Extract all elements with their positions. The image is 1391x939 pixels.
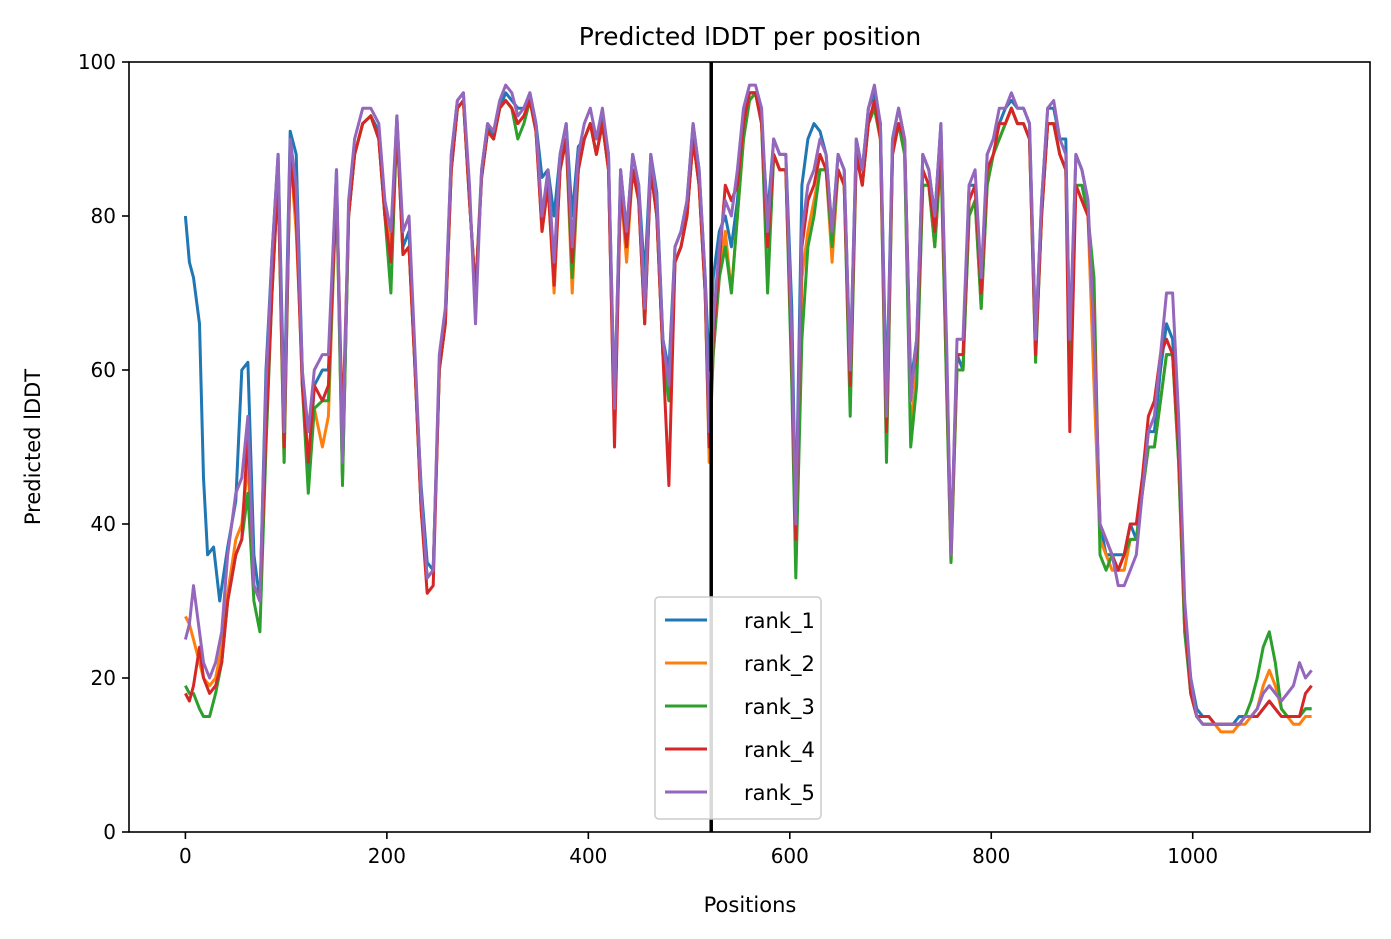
legend: rank_1 rank_2 rank_3 rank_4 rank_5	[654, 596, 822, 820]
y-tick-label: 40	[91, 512, 116, 536]
legend-frame	[654, 596, 822, 820]
y-axis-label: Predicted lDDT	[21, 369, 45, 525]
x-axis-label: Positions	[704, 893, 797, 917]
series-layer	[183, 83, 1313, 734]
x-axis-ticks: 0 200 400 600 800 1000	[179, 832, 1218, 868]
x-tick-label: 400	[569, 844, 607, 868]
legend-label: rank_2	[744, 652, 815, 677]
x-tick-label: 0	[179, 844, 192, 868]
y-tick-label: 100	[78, 50, 116, 74]
axes-frame	[128, 61, 1371, 833]
x-tick-label: 600	[771, 844, 809, 868]
y-axis-ticks: 0 20 40 60 80 100	[78, 50, 129, 844]
chart-title: Predicted lDDT per position	[579, 22, 921, 51]
legend-label: rank_4	[744, 738, 815, 763]
x-tick-label: 1000	[1167, 844, 1218, 868]
y-tick-label: 20	[91, 666, 116, 690]
legend-label: rank_1	[744, 609, 815, 634]
y-tick-label: 80	[91, 204, 116, 228]
y-tick-label: 0	[103, 820, 116, 844]
plot-area	[128, 61, 1371, 833]
x-tick-label: 200	[368, 844, 406, 868]
x-tick-label: 800	[972, 844, 1010, 868]
series-line-rank-5	[183, 83, 1313, 726]
y-tick-label: 60	[91, 358, 116, 382]
legend-label: rank_3	[744, 695, 815, 720]
legend-label: rank_5	[744, 781, 815, 806]
